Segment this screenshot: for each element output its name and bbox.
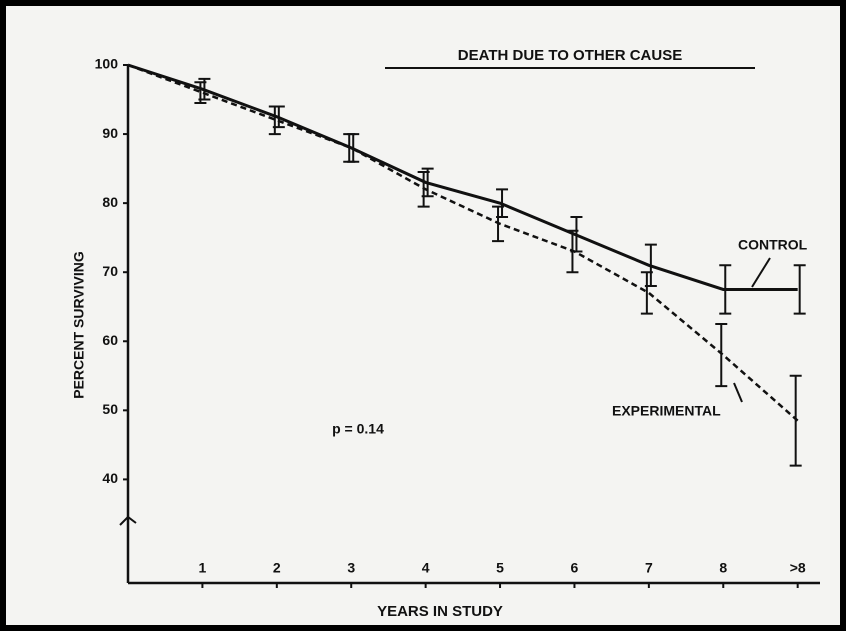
y-tick-label: 70 [102, 263, 118, 279]
x-tick-label: 6 [571, 560, 579, 576]
axis-break [119, 515, 137, 526]
error-bar [789, 374, 802, 467]
error-bar [566, 229, 579, 274]
error-bar [793, 264, 806, 315]
y-tick-label: 90 [102, 125, 118, 141]
series-line [127, 63, 798, 291]
x-axis-label: YEARS IN STUDY [377, 603, 503, 620]
error-bar [417, 171, 430, 208]
series-label: EXPERIMENTAL [612, 403, 721, 419]
error-bar [343, 133, 356, 163]
x-tick-label: >8 [790, 560, 806, 576]
error-bar [640, 271, 653, 315]
error-bar [268, 105, 281, 136]
x-tick-label: 1 [199, 560, 207, 576]
error-bar [492, 205, 505, 243]
annotation: p = 0.14 [332, 421, 384, 437]
x-tick-label: 8 [719, 560, 727, 576]
x-tick-label: 4 [422, 560, 430, 576]
series-label: CONTROL [738, 237, 808, 253]
error-bar [719, 264, 732, 315]
x-tick-label: 7 [645, 560, 653, 576]
x-tick-label: 2 [273, 560, 281, 576]
y-tick-label: 50 [102, 401, 118, 417]
x-tick-label: 3 [347, 560, 355, 576]
y-tick-label: 100 [95, 56, 119, 72]
leader-line [733, 382, 743, 403]
y-tick-label: 40 [102, 470, 118, 486]
y-tick-label: 80 [102, 194, 118, 210]
y-tick-label: 60 [102, 332, 118, 348]
error-bar [194, 81, 207, 104]
y-axis-label: PERCENT SURVIVING [71, 251, 87, 399]
error-bar [715, 323, 728, 388]
leader-line [751, 257, 771, 288]
series-line [127, 63, 799, 422]
chart-title: DEATH DUE TO OTHER CAUSE [458, 47, 682, 64]
x-tick-label: 5 [496, 560, 504, 576]
